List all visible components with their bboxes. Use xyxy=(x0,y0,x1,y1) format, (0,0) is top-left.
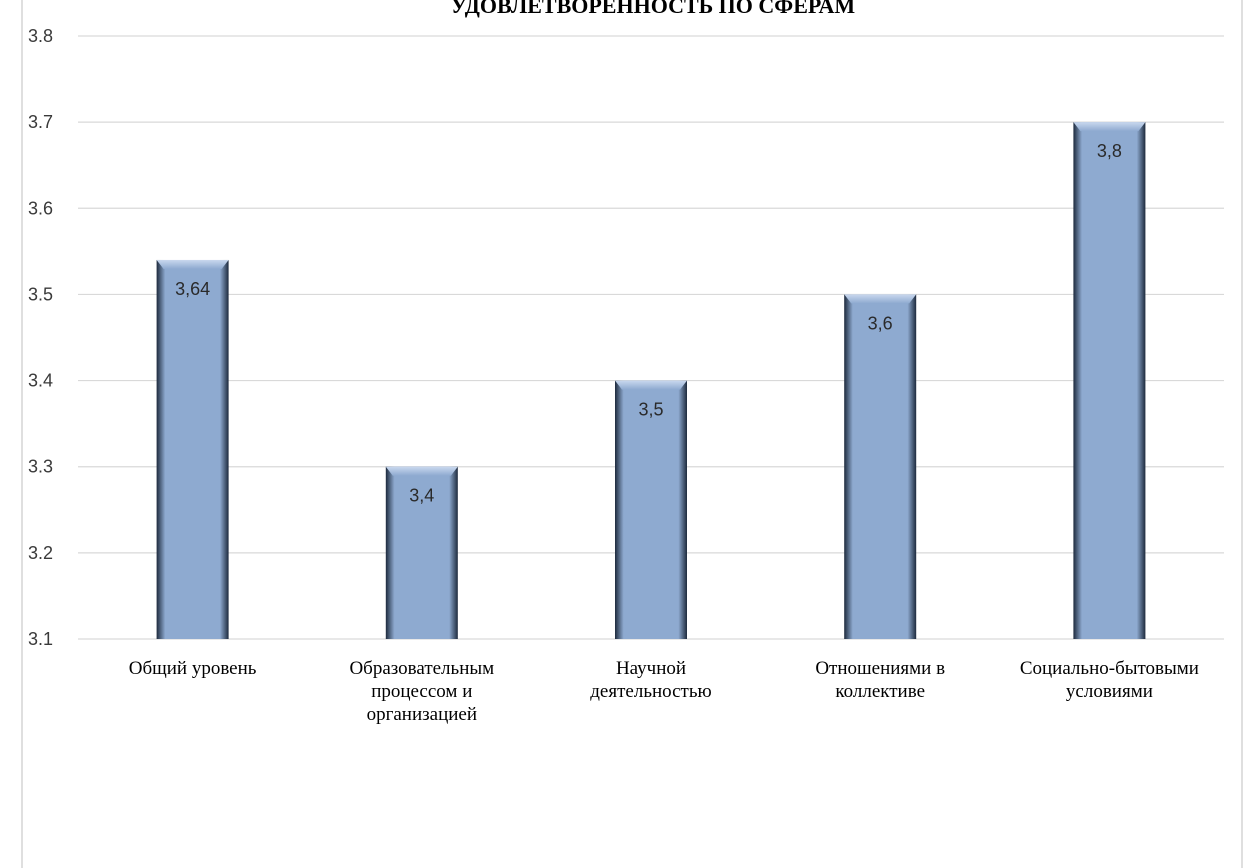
bar-body xyxy=(615,380,687,639)
y-tick-label: 3.8 xyxy=(28,26,53,46)
x-tick-label: процессом и xyxy=(371,681,472,702)
x-tick-label: организацией xyxy=(367,704,477,725)
data-label: 3,5 xyxy=(638,400,663,420)
bar-body xyxy=(844,294,917,639)
data-label: 3,6 xyxy=(868,313,893,333)
y-tick-label: 3.3 xyxy=(28,457,53,477)
bar xyxy=(156,259,229,639)
chart-title: УДОВЛЕТВОРЕННОСТЬ ПО СФЕРАМ xyxy=(451,0,856,18)
bar-bevel xyxy=(1073,122,1146,132)
bar-body xyxy=(1073,122,1146,639)
x-tick-label: Отношениями в xyxy=(815,658,945,679)
y-tick-label: 3.2 xyxy=(28,543,53,563)
bar xyxy=(615,380,687,639)
y-tick-label: 3.7 xyxy=(28,112,53,132)
x-tick-label: коллективе xyxy=(835,681,925,702)
bar-bevel xyxy=(615,380,687,390)
y-tick-label: 3.6 xyxy=(28,198,53,218)
bar-bevel xyxy=(385,466,458,476)
bar xyxy=(844,294,917,639)
data-label: 3,8 xyxy=(1097,141,1122,161)
bar xyxy=(385,466,458,639)
bar-body xyxy=(156,259,229,639)
x-tick-label: Научной xyxy=(616,658,686,679)
data-labels: 3,64 3,4 3,5 3,6 3,8 xyxy=(175,141,1122,506)
x-tick-label: условиями xyxy=(1066,681,1153,702)
bars xyxy=(156,122,1146,639)
chart-frame xyxy=(21,0,1243,868)
x-tick-label: Образовательным xyxy=(349,658,494,679)
x-tick-label: Общий уровень xyxy=(129,658,257,679)
bar-bevel xyxy=(844,294,917,304)
y-tick-label: 3.4 xyxy=(28,371,53,391)
bar xyxy=(1073,122,1146,639)
x-tick-label: Социально-бытовыми xyxy=(1020,658,1199,679)
bar-body xyxy=(385,466,458,639)
bar-bevel xyxy=(156,259,229,269)
y-axis-ticks: 3.1 3.2 3.3 3.4 3.5 3.6 3.7 3.8 xyxy=(28,26,53,649)
data-label: 3,4 xyxy=(409,486,434,506)
x-tick-label: деятельностью xyxy=(590,681,711,702)
y-tick-label: 3.1 xyxy=(28,629,53,649)
data-label: 3,64 xyxy=(175,279,210,299)
y-tick-label: 3.5 xyxy=(28,284,53,304)
